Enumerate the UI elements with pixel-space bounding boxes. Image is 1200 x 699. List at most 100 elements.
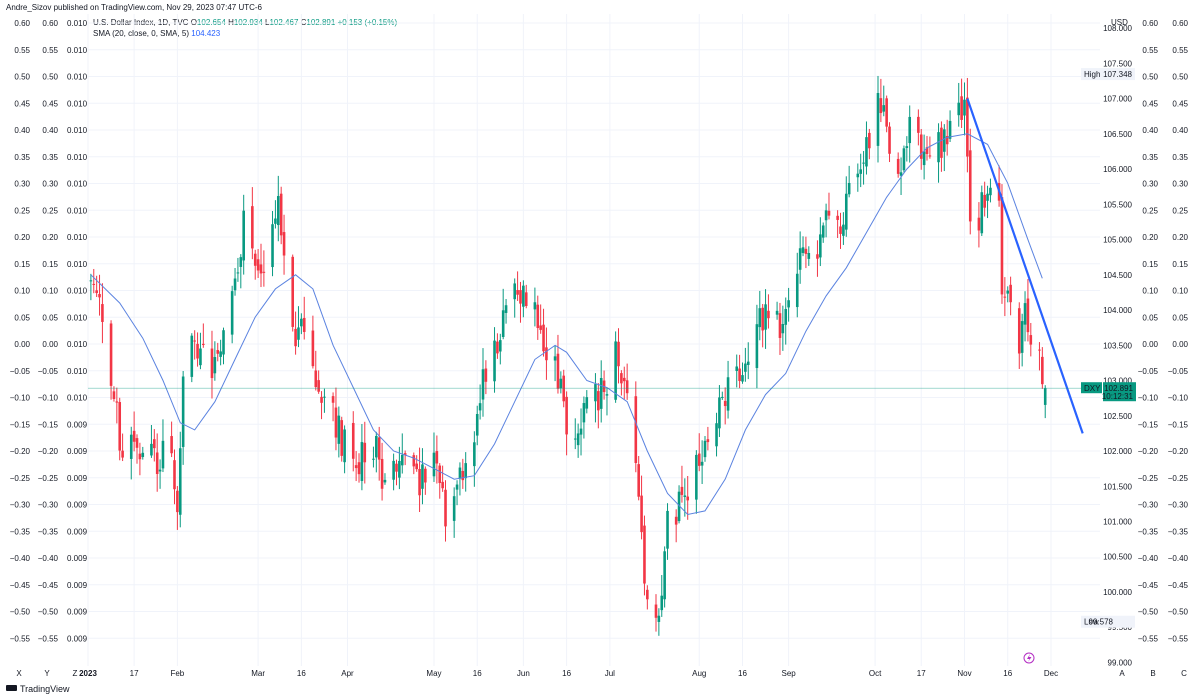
left-inner-tick: 0.25 [42, 206, 58, 215]
candle-body [274, 218, 277, 224]
left-inner-tick: 0.60 [42, 19, 58, 28]
candle [576, 423, 580, 458]
candle [755, 304, 759, 389]
candle-body [253, 253, 257, 266]
candle-body [816, 254, 819, 259]
left-inner-tick: −0.50 [38, 608, 59, 617]
candle [643, 515, 646, 596]
left-inner-tick: 0.15 [42, 260, 58, 269]
right-inner-tick: −0.20 [1138, 447, 1159, 456]
candle [400, 433, 404, 474]
candle [1020, 313, 1024, 367]
candle-body [836, 215, 839, 220]
lightning-event-icon[interactable] [1023, 652, 1035, 664]
candle [1003, 277, 1007, 317]
left-third-tick: 0.009 [67, 447, 88, 456]
candle [625, 363, 629, 400]
candle [683, 478, 687, 517]
candle [700, 440, 704, 485]
candle-body [89, 280, 93, 282]
candle-body [657, 615, 661, 622]
price-tick: 100.000 [1103, 588, 1132, 597]
sma-series [90, 133, 1043, 516]
candle [242, 194, 245, 275]
candle-body [271, 224, 274, 268]
candle [311, 315, 315, 369]
right-inner-tick: −0.10 [1138, 394, 1159, 403]
trendline[interactable] [966, 98, 1084, 434]
candle [455, 480, 459, 506]
candle-body [522, 285, 525, 307]
candle [539, 304, 542, 334]
candle-body [539, 325, 542, 330]
candle-body [784, 308, 788, 325]
candle-body [354, 465, 358, 469]
currency-label[interactable]: USD [1111, 18, 1128, 27]
candle-body [363, 442, 367, 463]
candle-body [902, 148, 906, 171]
legend-sma-label[interactable]: SMA (20, close, 0, SMA, 5) [93, 29, 190, 38]
right-outer-tick: 0.15 [1172, 260, 1188, 269]
candle [452, 487, 456, 538]
candle [398, 446, 401, 490]
right-outer-tick: 0.60 [1172, 19, 1188, 28]
left-outer-tick: −0.30 [10, 501, 31, 510]
candle-body [513, 283, 517, 300]
candle-body [98, 294, 101, 298]
candle [504, 298, 508, 324]
left-inner-tick: −0.10 [38, 394, 59, 403]
left-third-tick: 0.010 [67, 287, 88, 296]
candle-body [614, 341, 617, 400]
candle [888, 122, 891, 163]
candle [917, 109, 920, 146]
candle [302, 296, 306, 340]
candle-body [795, 273, 799, 308]
left-outer-tick: 0.00 [14, 340, 30, 349]
price-tick: 102.500 [1103, 412, 1132, 421]
candle-body [968, 150, 972, 222]
candle [190, 333, 194, 383]
left-inner-tick: −0.35 [38, 527, 59, 536]
candle-body [622, 377, 626, 382]
candle [862, 151, 865, 185]
left-third-tick: 0.010 [67, 180, 88, 189]
right-outer-tick: 0.20 [1172, 233, 1188, 242]
left-inner-tick: −0.20 [38, 447, 59, 456]
candle [868, 128, 871, 160]
left-outer-tick: 0.40 [14, 126, 30, 135]
candle-body [320, 396, 323, 403]
candle [1000, 184, 1004, 304]
candle-body [452, 496, 456, 521]
candle-body [279, 193, 283, 236]
candle [919, 128, 923, 170]
candle [674, 509, 678, 543]
candle-body [155, 452, 159, 474]
left-third-tick: 0.010 [67, 394, 88, 403]
candle [896, 152, 900, 178]
candle [827, 192, 831, 220]
candle-body [908, 116, 912, 144]
candle [876, 75, 880, 163]
footer-brand: TradingView [20, 684, 70, 694]
trendline-line[interactable] [966, 98, 1084, 434]
low-marker-value: 99.578 [1089, 618, 1114, 627]
candle [746, 342, 750, 380]
candle [444, 480, 447, 542]
candle [501, 288, 505, 340]
candle [723, 387, 727, 425]
right-outer-tick: −0.30 [1168, 501, 1189, 510]
candle [663, 546, 666, 608]
candle [781, 305, 785, 351]
candle [337, 406, 341, 458]
candle [222, 327, 225, 365]
candle [317, 370, 320, 394]
left-outer-tick: −0.45 [10, 581, 31, 590]
candle [161, 419, 165, 473]
candle-body [1041, 356, 1044, 385]
price-tick: 102.000 [1103, 447, 1132, 456]
candle-body [262, 271, 266, 273]
candle-body [943, 129, 946, 152]
candle-body [343, 429, 346, 463]
